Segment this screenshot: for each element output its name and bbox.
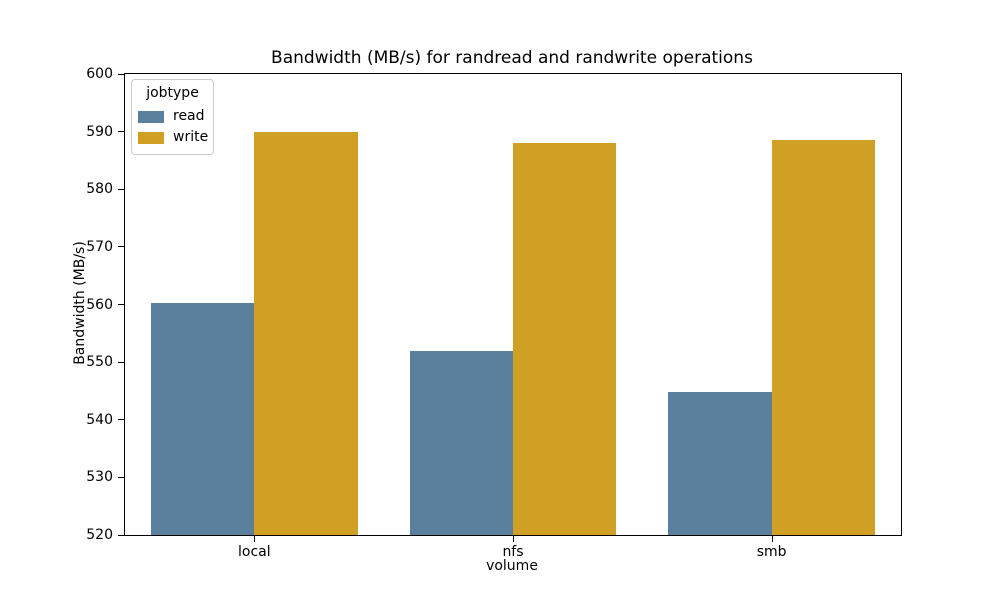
y-tick-label-580: 580 <box>86 181 113 198</box>
x-tick-mark-smb <box>771 535 773 542</box>
bar-read-local <box>150 302 255 535</box>
x-tick-label-nfs: nfs <box>502 544 524 560</box>
legend-swatch-read <box>138 110 164 123</box>
y-tick-mark-520 <box>118 534 125 536</box>
x-tick-label-local: local <box>238 544 271 560</box>
legend-entry-write: write <box>138 127 209 148</box>
x-tick-mark-local <box>254 535 256 542</box>
legend-entry-read: read <box>138 106 207 127</box>
y-tick-mark-560 <box>118 304 125 305</box>
y-tick-mark-570 <box>118 246 125 248</box>
legend: jobtype read write <box>131 79 214 155</box>
y-tick-label-590: 590 <box>86 123 113 140</box>
legend-label-read: read <box>173 108 205 124</box>
y-tick-mark-550 <box>118 361 125 363</box>
y-tick-mark-530 <box>118 476 125 478</box>
y-tick-mark-540 <box>118 419 125 421</box>
y-tick-label-560: 560 <box>86 296 113 313</box>
x-axis-title: volume <box>486 558 538 574</box>
plot-area: local nfs smb 520 530 540 550 560 570 580 590 600 <box>86 66 902 560</box>
y-tick-mark-580 <box>118 188 125 190</box>
y-tick-label-530: 530 <box>86 469 113 486</box>
bar-read-smb <box>668 392 772 535</box>
x-tick-label-smb: smb <box>756 544 787 560</box>
legend-label-write: write <box>173 129 209 145</box>
y-tick-label-600: 600 <box>86 66 113 82</box>
y-tick-mark-590 <box>118 131 125 133</box>
bar-read-nfs <box>409 350 513 535</box>
y-tick-label-570: 570 <box>86 238 113 255</box>
x-tick-mark-nfs <box>513 535 514 542</box>
y-tick-mark-600 <box>118 73 125 75</box>
y-tick-label-540: 540 <box>86 411 113 428</box>
bar-write-nfs <box>513 143 617 535</box>
legend-swatch-write <box>138 131 164 144</box>
bar-write-smb <box>771 140 876 535</box>
legend-title: jobtype <box>146 85 199 101</box>
bar-write-local <box>254 131 358 535</box>
chart-title: Bandwidth (MB/s) for randread and randwr… <box>271 48 753 68</box>
y-tick-label-550: 550 <box>86 354 113 371</box>
y-tick-label-520: 520 <box>86 527 113 543</box>
